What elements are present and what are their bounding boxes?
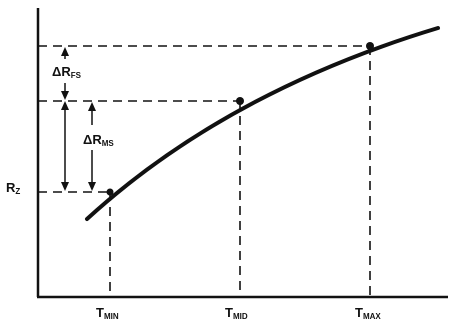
label-r-z: RZ (6, 180, 20, 196)
label-delta-r-fs: ΔRFS (52, 64, 82, 80)
span-arrowhead-top (61, 101, 69, 110)
point-tmid (236, 97, 244, 105)
label-t-mid: TMID (225, 305, 248, 321)
span-arrowhead-bottom (61, 182, 69, 191)
delta-r-fs-arrowhead-bottom (61, 91, 69, 100)
resistance-curve (85, 26, 440, 221)
label-t-max: TMAX (355, 305, 381, 321)
label-delta-r-ms: ΔRMS (83, 132, 114, 148)
point-tmin (106, 188, 114, 196)
label-t-min: TMIN (96, 305, 119, 321)
point-tmax (366, 42, 374, 50)
delta-r-ms-arrowhead-bottom (88, 182, 96, 191)
delta-r-fs-arrowhead-top (61, 47, 69, 56)
delta-r-ms-arrowhead-top (88, 102, 96, 111)
